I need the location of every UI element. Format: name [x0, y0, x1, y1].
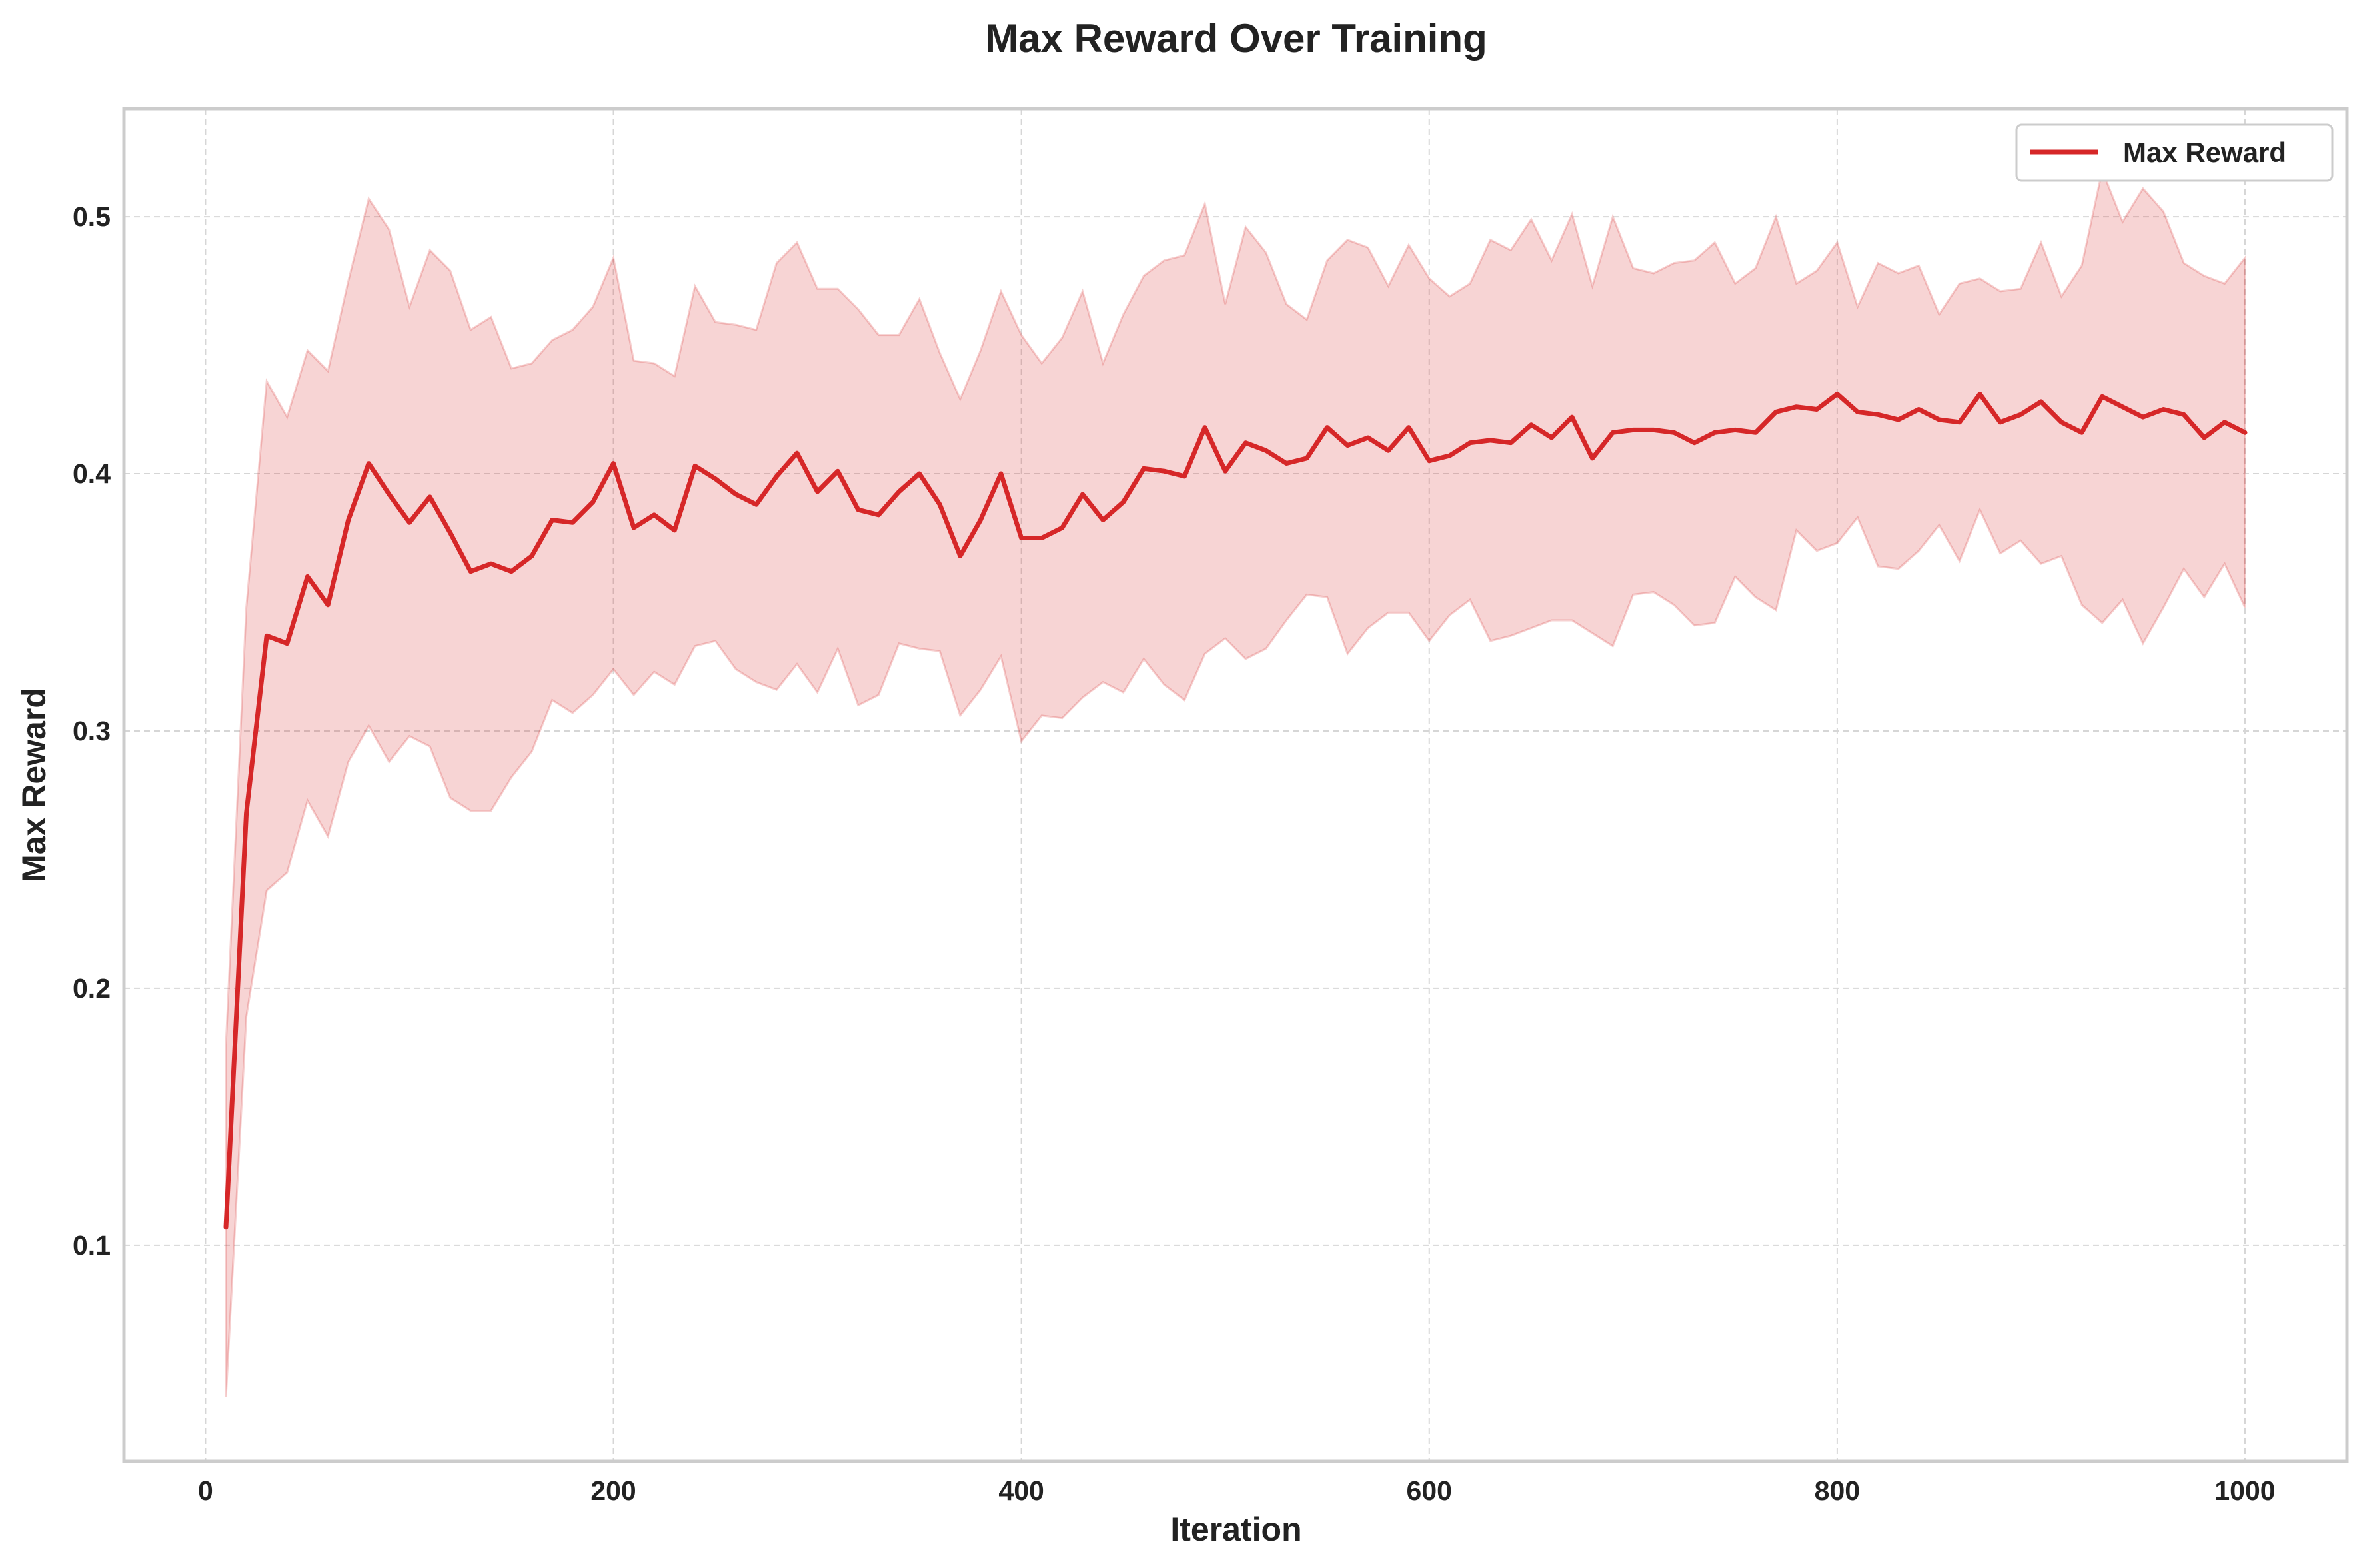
x-tick-label: 600: [1407, 1475, 1452, 1506]
y-tick-label: 0.2: [73, 973, 111, 1004]
plot-area: [122, 107, 2349, 1463]
plot-background: [124, 109, 2347, 1461]
series-line-layer: [223, 391, 2248, 1230]
y-axis-ticks: 0.1 0.2 0.3 0.4 0.5: [73, 201, 111, 1261]
x-tick-label: 0: [198, 1475, 213, 1506]
legend: Max Reward: [2015, 123, 2334, 182]
gridlines: [124, 109, 2347, 1461]
y-tick-label: 0.3: [73, 716, 111, 746]
y-tick-label: 0.5: [73, 201, 111, 232]
max-reward-line: [223, 391, 2248, 1230]
x-axis-ticks: 0 200 400 600 800 1000: [198, 1475, 2276, 1506]
x-tick-label: 400: [998, 1475, 1044, 1506]
x-tick-label: 800: [1815, 1475, 1860, 1506]
legend-box: [2015, 123, 2334, 182]
x-tick-label: 200: [590, 1475, 636, 1506]
y-tick-label: 0.1: [73, 1230, 111, 1261]
legend-label: Max Reward: [2123, 137, 2286, 168]
confidence-band-layer: [225, 167, 2246, 1397]
y-axis-label: Max Reward: [15, 688, 53, 882]
confidence-band: [225, 167, 2246, 1397]
plot-frame: [122, 107, 2349, 1463]
chart-title: Max Reward Over Training: [985, 16, 1487, 61]
x-tick-label: 1000: [2214, 1475, 2275, 1506]
y-tick-label: 0.4: [73, 458, 111, 489]
x-axis-label: Iteration: [1170, 1511, 1301, 1548]
